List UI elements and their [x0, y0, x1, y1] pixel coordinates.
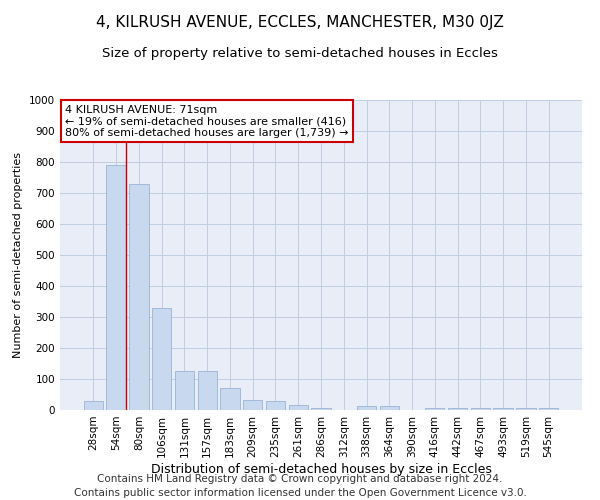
Bar — [539, 408, 558, 410]
Text: Contains HM Land Registry data © Crown copyright and database right 2024.
Contai: Contains HM Land Registry data © Crown c… — [74, 474, 526, 498]
X-axis label: Distribution of semi-detached houses by size in Eccles: Distribution of semi-detached houses by … — [151, 462, 491, 475]
Bar — [175, 371, 194, 410]
Bar — [493, 408, 513, 410]
Bar — [106, 165, 126, 410]
Bar — [425, 408, 445, 410]
Bar — [470, 408, 490, 410]
Text: 4 KILRUSH AVENUE: 71sqm
← 19% of semi-detached houses are smaller (416)
80% of s: 4 KILRUSH AVENUE: 71sqm ← 19% of semi-de… — [65, 104, 349, 138]
Bar — [357, 406, 376, 410]
Bar — [220, 388, 239, 410]
Bar — [380, 406, 399, 410]
Bar — [448, 408, 467, 410]
Bar — [152, 308, 172, 410]
Bar — [289, 406, 308, 410]
Bar — [129, 184, 149, 410]
Bar — [197, 371, 217, 410]
Text: 4, KILRUSH AVENUE, ECCLES, MANCHESTER, M30 0JZ: 4, KILRUSH AVENUE, ECCLES, MANCHESTER, M… — [96, 15, 504, 30]
Y-axis label: Number of semi-detached properties: Number of semi-detached properties — [13, 152, 23, 358]
Bar — [311, 408, 331, 410]
Bar — [516, 408, 536, 410]
Bar — [266, 402, 285, 410]
Bar — [243, 400, 262, 410]
Text: Size of property relative to semi-detached houses in Eccles: Size of property relative to semi-detach… — [102, 48, 498, 60]
Bar — [84, 400, 103, 410]
